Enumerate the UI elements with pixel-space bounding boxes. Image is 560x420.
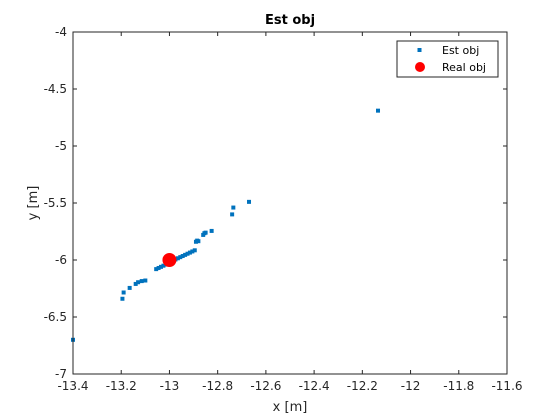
legend-label-est-obj: Est obj: [442, 44, 479, 57]
data-point-est-obj: [192, 248, 197, 253]
y-tick-label: -4: [55, 25, 67, 39]
data-point-est-obj: [143, 278, 148, 283]
y-tick-label: -5.5: [44, 196, 67, 210]
y-tick-label: -7: [55, 367, 67, 381]
y-tick-label: -6: [55, 253, 67, 267]
x-tick-label: -12.2: [347, 379, 378, 393]
data-point-est-obj: [127, 285, 132, 290]
x-tick-label: -11.8: [443, 379, 474, 393]
data-point-est-obj: [196, 239, 201, 244]
data-point-est-obj: [175, 256, 180, 261]
data-point-est-obj: [203, 230, 208, 235]
data-point-est-obj: [230, 212, 235, 217]
data-point-est-obj: [136, 280, 141, 285]
data-point-est-obj: [190, 249, 195, 254]
data-point-est-obj: [154, 267, 159, 272]
data-point-est-obj: [120, 296, 125, 301]
data-point-est-obj: [178, 255, 183, 260]
y-tick-label: -4.5: [44, 82, 67, 96]
x-tick-label: -13: [160, 379, 180, 393]
data-point-est-obj: [180, 254, 185, 259]
x-tick-label: -12.6: [250, 379, 281, 393]
legend-box: [396, 40, 499, 78]
data-marks: [71, 108, 381, 342]
x-tick-label: -12: [401, 379, 421, 393]
data-point-est-obj: [139, 279, 144, 284]
legend-marker-real-obj: [415, 62, 425, 72]
x-tick-label: -13.4: [57, 379, 88, 393]
chart-title: Est obj: [265, 13, 315, 28]
data-point-est-obj: [209, 228, 214, 233]
data-point-est-obj: [156, 265, 161, 270]
axis-ticks: -13.4 -13.2 -13 -12.8 -12.6 -12.4 -12.2 -12 -11.…: [44, 25, 523, 393]
x-tick-label: -11.6: [491, 379, 522, 393]
data-point-real-obj: [162, 253, 177, 267]
data-point-est-obj: [231, 205, 236, 210]
data-point-est-obj: [159, 264, 164, 269]
x-tick-label: -12.4: [299, 379, 330, 393]
legend: Est obj Real obj: [396, 40, 499, 78]
legend-label-real-obj: Real obj: [442, 61, 486, 74]
x-axis-label: x [m]: [273, 400, 308, 415]
x-tick-label: -12.8: [202, 379, 233, 393]
x-tick-label: -13.2: [106, 379, 137, 393]
y-tick-label: -5: [55, 139, 67, 153]
data-point-est-obj: [247, 199, 252, 204]
data-point-est-obj: [187, 250, 192, 255]
plot-area: [73, 32, 507, 374]
legend-marker-est-obj: [417, 48, 422, 52]
y-axis-label: y [m]: [26, 186, 41, 221]
data-point-est-obj: [183, 252, 188, 257]
data-point-est-obj: [133, 281, 138, 286]
y-tick-label: -6.5: [44, 310, 67, 324]
data-point-est-obj: [161, 263, 166, 268]
data-point-est-obj: [185, 251, 190, 256]
data-point-est-obj: [376, 108, 381, 113]
data-point-est-obj: [121, 290, 126, 295]
